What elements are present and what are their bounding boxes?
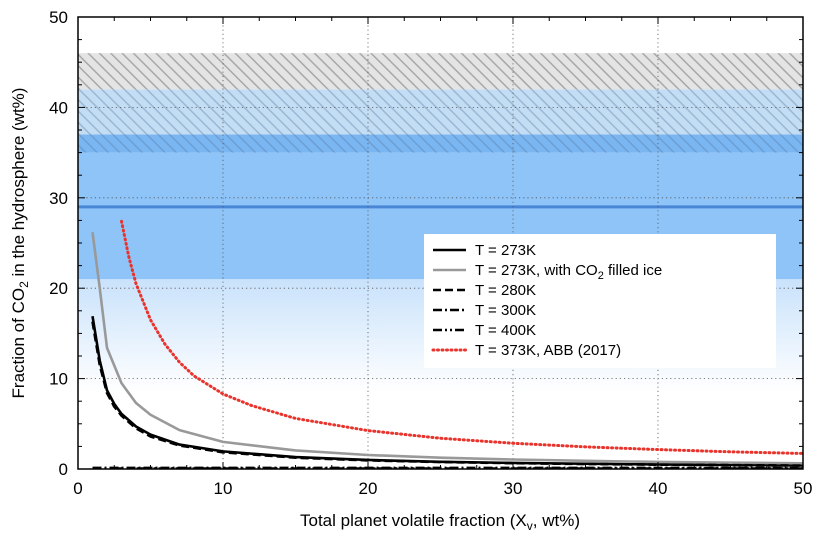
y-tick-label: 20 (49, 279, 68, 298)
gray-hatched-band (78, 53, 803, 90)
series-line-2 (91, 321, 803, 467)
y-tick-label: 40 (49, 98, 68, 117)
y-tick-label: 0 (59, 460, 68, 479)
axis-ticks (77, 16, 804, 470)
y-tick-label: 10 (49, 370, 68, 389)
x-tick-label: 0 (73, 479, 82, 498)
legend-label: T = 400K (475, 322, 536, 339)
series-line-5 (120, 219, 803, 455)
y-axis-title: Fraction of CO2 in the hydrosphere (wt%) (9, 88, 31, 399)
legend-label: T = 373K, ABB (2017) (475, 342, 621, 359)
x-tick-label: 20 (359, 479, 378, 498)
legend-label: T = 280K (475, 282, 536, 299)
x-tick-label: 40 (649, 479, 668, 498)
x-tick-label: 10 (214, 479, 233, 498)
y-tick-label: 50 (49, 8, 68, 27)
x-axis-title: Total planet volatile fraction (Xv, wt%) (300, 511, 580, 533)
legend-box (424, 234, 776, 368)
x-tick-labels: 0 10 20 30 40 50 (73, 479, 812, 498)
legend-label: T = 273K, with CO2 filled ice (475, 262, 662, 282)
legend-label: T = 300K (475, 302, 536, 319)
y-tick-labels: 0 10 20 30 40 50 (49, 8, 68, 479)
darker-blue-band (78, 134, 803, 153)
x-tick-label: 30 (504, 479, 523, 498)
x-tick-label: 50 (794, 479, 813, 498)
legend-label: T = 273K (475, 242, 536, 259)
y-tick-label: 30 (49, 189, 68, 208)
series-line-1 (91, 231, 803, 465)
